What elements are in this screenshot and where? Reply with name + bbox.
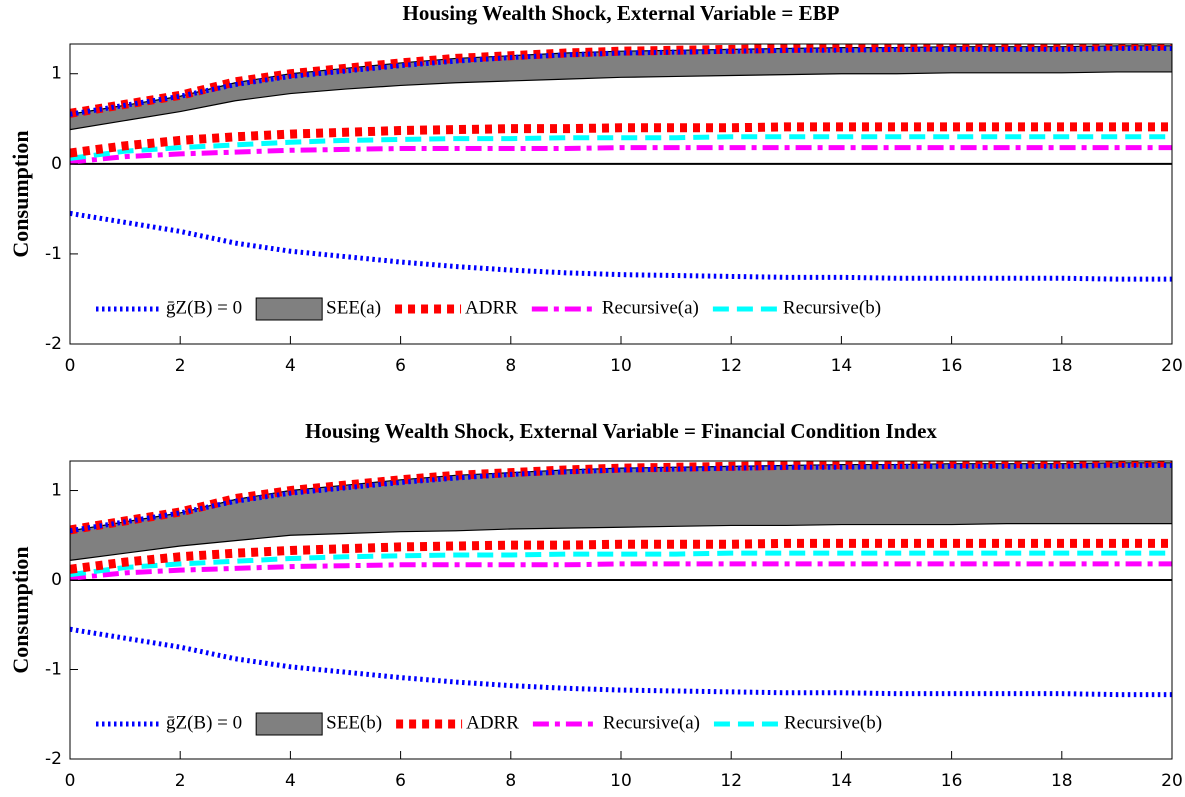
legend-label: ḡZ(B) = 0 bbox=[166, 297, 242, 318]
y-axis-label: Consumption bbox=[8, 130, 33, 257]
chart-title: Housing Wealth Shock, External Variable … bbox=[305, 419, 937, 443]
x-tick-label: 18 bbox=[1051, 771, 1073, 791]
y-tick-label: -2 bbox=[45, 334, 62, 354]
line bbox=[70, 122, 1172, 158]
line bbox=[70, 46, 1172, 117]
plot-area bbox=[70, 461, 1172, 698]
x-tick-label: 2 bbox=[175, 356, 186, 376]
x-tick-label: 0 bbox=[65, 771, 76, 791]
x-tick-label: 4 bbox=[285, 771, 296, 791]
x-tick-label: 6 bbox=[395, 771, 406, 791]
x-tick-label: 20 bbox=[1161, 771, 1183, 791]
line bbox=[70, 550, 1172, 578]
legend-label: SEE(b) bbox=[326, 712, 382, 733]
line bbox=[70, 538, 1172, 574]
x-tick-label: 14 bbox=[831, 771, 853, 791]
legend-label: Recursive(a) bbox=[603, 712, 700, 733]
legend-label: Recursive(b) bbox=[784, 712, 882, 733]
legend-swatch bbox=[255, 297, 323, 321]
line bbox=[70, 461, 1172, 535]
x-tick-label: 10 bbox=[610, 771, 632, 791]
x-tick-label: 6 bbox=[395, 356, 406, 376]
y-tick-label: -2 bbox=[45, 749, 62, 769]
legend-label: ADRR bbox=[465, 297, 518, 318]
panel: Housing Wealth Shock, External Variable … bbox=[8, 419, 1183, 791]
line bbox=[70, 626, 1172, 698]
line bbox=[70, 145, 1172, 165]
x-tick-label: 12 bbox=[720, 771, 742, 791]
line bbox=[70, 44, 1172, 118]
x-tick-label: 16 bbox=[941, 771, 963, 791]
x-tick-label: 8 bbox=[505, 771, 516, 791]
x-tick-label: 14 bbox=[831, 356, 853, 376]
legend-label: Recursive(a) bbox=[602, 297, 699, 318]
line bbox=[70, 561, 1172, 581]
legend-label: Recursive(b) bbox=[783, 297, 881, 318]
line bbox=[70, 210, 1172, 282]
y-tick-label: -1 bbox=[45, 660, 62, 680]
y-tick-label: 0 bbox=[51, 154, 62, 174]
y-tick-label: 1 bbox=[51, 64, 62, 84]
legend-label: SEE(a) bbox=[326, 297, 381, 318]
x-tick-label: 18 bbox=[1051, 356, 1073, 376]
legend-swatch bbox=[255, 712, 323, 736]
x-tick-label: 8 bbox=[505, 356, 516, 376]
legend-label: ADRR bbox=[466, 712, 519, 733]
legend-label: ḡZ(B) = 0 bbox=[166, 712, 242, 733]
x-tick-label: 0 bbox=[65, 356, 76, 376]
x-tick-label: 10 bbox=[610, 356, 632, 376]
x-tick-label: 20 bbox=[1161, 356, 1183, 376]
y-axis-label: Consumption bbox=[8, 546, 33, 673]
chart-title: Housing Wealth Shock, External Variable … bbox=[403, 1, 840, 25]
x-tick-label: 4 bbox=[285, 356, 296, 376]
band bbox=[70, 45, 1172, 131]
y-tick-label: -1 bbox=[45, 244, 62, 264]
y-tick-label: 1 bbox=[51, 481, 62, 501]
line bbox=[70, 134, 1172, 161]
panel: Housing Wealth Shock, External Variable … bbox=[8, 1, 1183, 376]
y-tick-label: 0 bbox=[51, 570, 62, 590]
x-tick-label: 16 bbox=[941, 356, 963, 376]
x-tick-label: 12 bbox=[720, 356, 742, 376]
x-tick-label: 2 bbox=[175, 771, 186, 791]
plot-area bbox=[70, 44, 1172, 282]
line bbox=[70, 462, 1172, 534]
